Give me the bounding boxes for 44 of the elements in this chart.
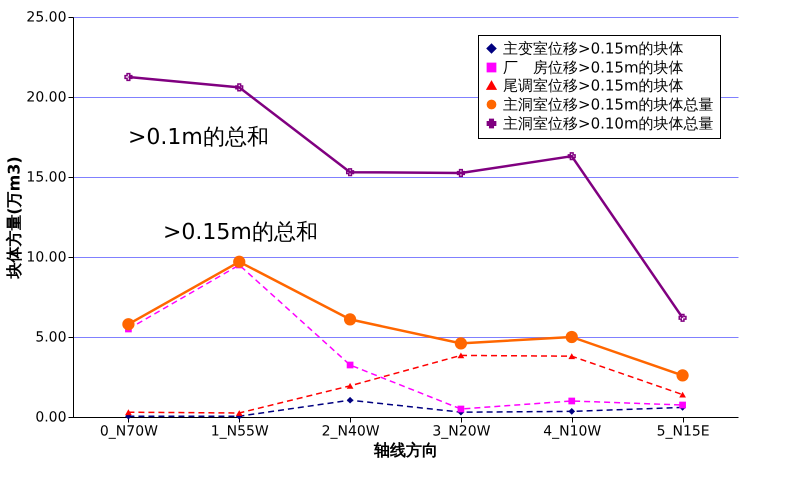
y-tick-label: 20.00 — [26, 90, 66, 106]
point — [566, 330, 578, 344]
point — [235, 83, 244, 92]
point — [568, 152, 576, 160]
point — [676, 369, 689, 382]
point — [346, 382, 354, 389]
x-tick-label: 2_N40W — [322, 424, 380, 440]
point — [456, 168, 466, 178]
point — [346, 396, 354, 404]
point — [124, 72, 133, 82]
point — [346, 362, 354, 368]
y-axis-title: 块体方量(万m3) — [4, 156, 24, 280]
point — [568, 408, 576, 415]
point — [679, 392, 686, 398]
point — [679, 402, 686, 408]
legend-label: 主洞室位移>0.10m的块体总量 — [503, 114, 714, 132]
legend-label: 主变室位移>0.15m的块体 — [503, 40, 684, 58]
point — [454, 337, 468, 350]
point — [122, 318, 135, 330]
y-tick-label: 0.00 — [35, 410, 66, 426]
annotation: >0.15m的总和 — [163, 220, 318, 245]
point — [568, 398, 576, 404]
x-axis-title: 轴线方向 — [373, 440, 438, 460]
legend-label: 尾调室位移>0.15m的块体 — [503, 76, 684, 94]
point — [458, 352, 464, 358]
y-tick-label: 15.00 — [26, 170, 66, 186]
y-tick-label: 10.00 — [26, 250, 66, 266]
point — [568, 353, 576, 360]
y-tick-label: 25.00 — [26, 10, 66, 26]
annotation: >0.1m的总和 — [128, 125, 269, 150]
x-tick-label: 4_N10W — [543, 424, 602, 440]
legend-label: 厂 房位移>0.15m的块体 — [503, 58, 684, 76]
point — [458, 406, 464, 412]
point — [125, 409, 132, 416]
point — [678, 314, 687, 322]
point — [236, 410, 243, 416]
x-tick-label: 3_N20W — [432, 424, 491, 440]
x-tick-label: 5_N15E — [656, 424, 710, 440]
point — [344, 313, 356, 326]
legend-label: 主洞室位移>0.15m的块体总量 — [503, 96, 714, 114]
point — [346, 168, 354, 176]
y-tick-label: 5.00 — [35, 330, 66, 346]
x-tick-label: 0_N70W — [100, 424, 158, 440]
x-tick-label: 1_N55W — [210, 424, 269, 440]
